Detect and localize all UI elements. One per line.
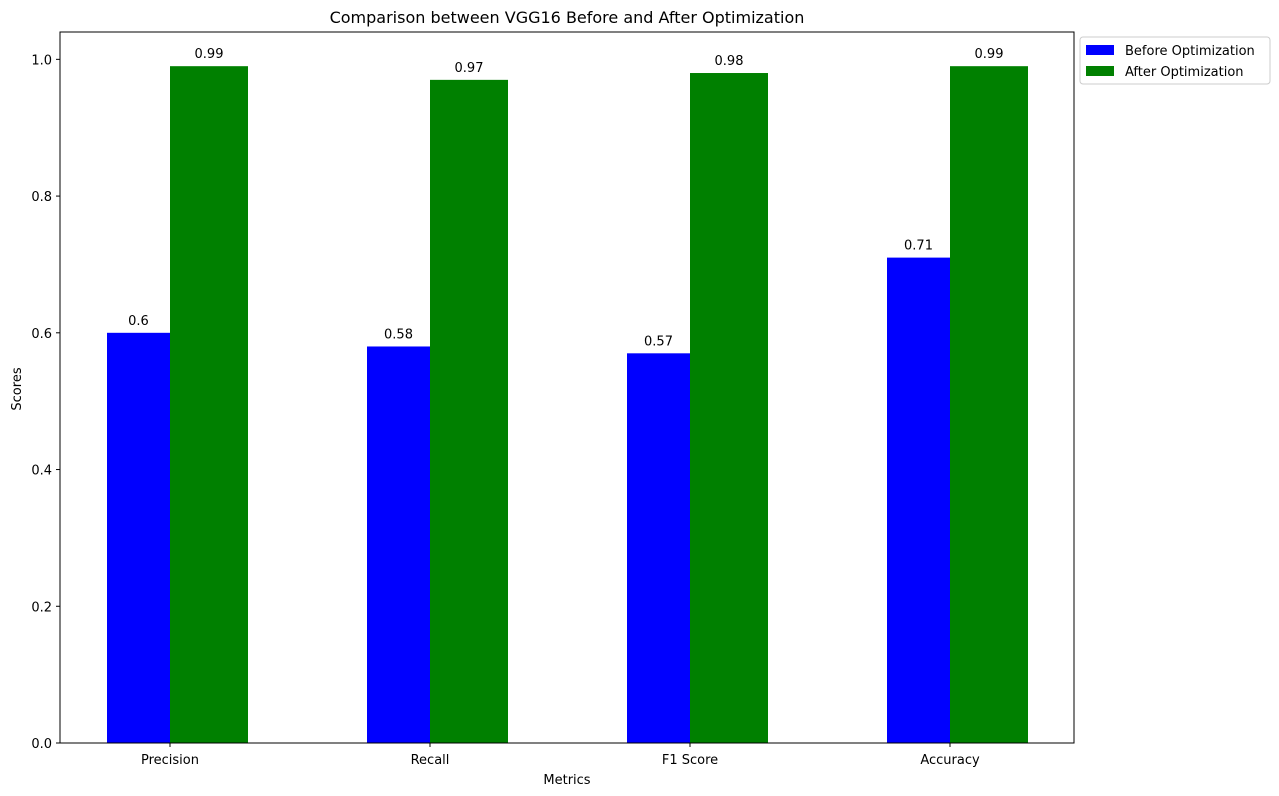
data-label: 0.99 (195, 47, 224, 62)
data-label: 0.71 (904, 239, 933, 254)
y-tick-label: 1.0 (31, 53, 52, 68)
legend-frame (1079, 36, 1271, 85)
y-tick-label: 0.0 (31, 737, 52, 752)
bar-before-accuracy (887, 257, 950, 743)
bar-after-f1-score (690, 73, 768, 744)
y-axis-label: Scores (10, 367, 25, 410)
data-label: 0.98 (715, 54, 744, 69)
bar-before-precision (107, 332, 170, 743)
x-tick-label: Accuracy (920, 753, 980, 768)
bar-before-f1-score (627, 353, 690, 743)
legend: Before Optimization After Optimization (1079, 36, 1271, 85)
data-label: 0.57 (644, 334, 673, 349)
data-label: 0.6 (128, 314, 149, 329)
data-labels-group: 0.6 0.99 0.58 0.97 0.57 0.98 0.71 0.99 (128, 47, 1003, 349)
data-label: 0.97 (455, 61, 484, 76)
data-label: 0.99 (975, 47, 1004, 62)
y-tick-label: 0.2 (31, 600, 52, 615)
chart-title: Comparison between VGG16 Before and Afte… (330, 8, 805, 27)
y-tick-label: 0.4 (31, 464, 52, 479)
bar-after-recall (430, 79, 508, 743)
x-tick-label: F1 Score (662, 753, 718, 768)
legend-label-after: After Optimization (1125, 65, 1244, 80)
bar-after-accuracy (950, 66, 1028, 744)
bar-after-precision (170, 66, 248, 744)
x-axis-label: Metrics (543, 773, 590, 788)
legend-swatch-before (1086, 45, 1114, 55)
y-tick-label: 0.8 (31, 190, 52, 205)
data-label: 0.58 (384, 327, 413, 342)
legend-label-before: Before Optimization (1125, 44, 1255, 59)
bar-before-recall (367, 346, 430, 743)
x-tick-label: Recall (411, 753, 450, 768)
y-ticks-group: 0.0 0.2 0.4 0.6 0.8 1.0 (31, 53, 60, 752)
legend-swatch-after (1086, 66, 1114, 76)
x-tick-label: Precision (141, 753, 199, 768)
bars-group (107, 66, 1028, 744)
x-ticks-group: Precision Recall F1 Score Accuracy (141, 743, 980, 768)
y-tick-label: 0.6 (31, 327, 52, 342)
plot-frame (59, 31, 1075, 744)
